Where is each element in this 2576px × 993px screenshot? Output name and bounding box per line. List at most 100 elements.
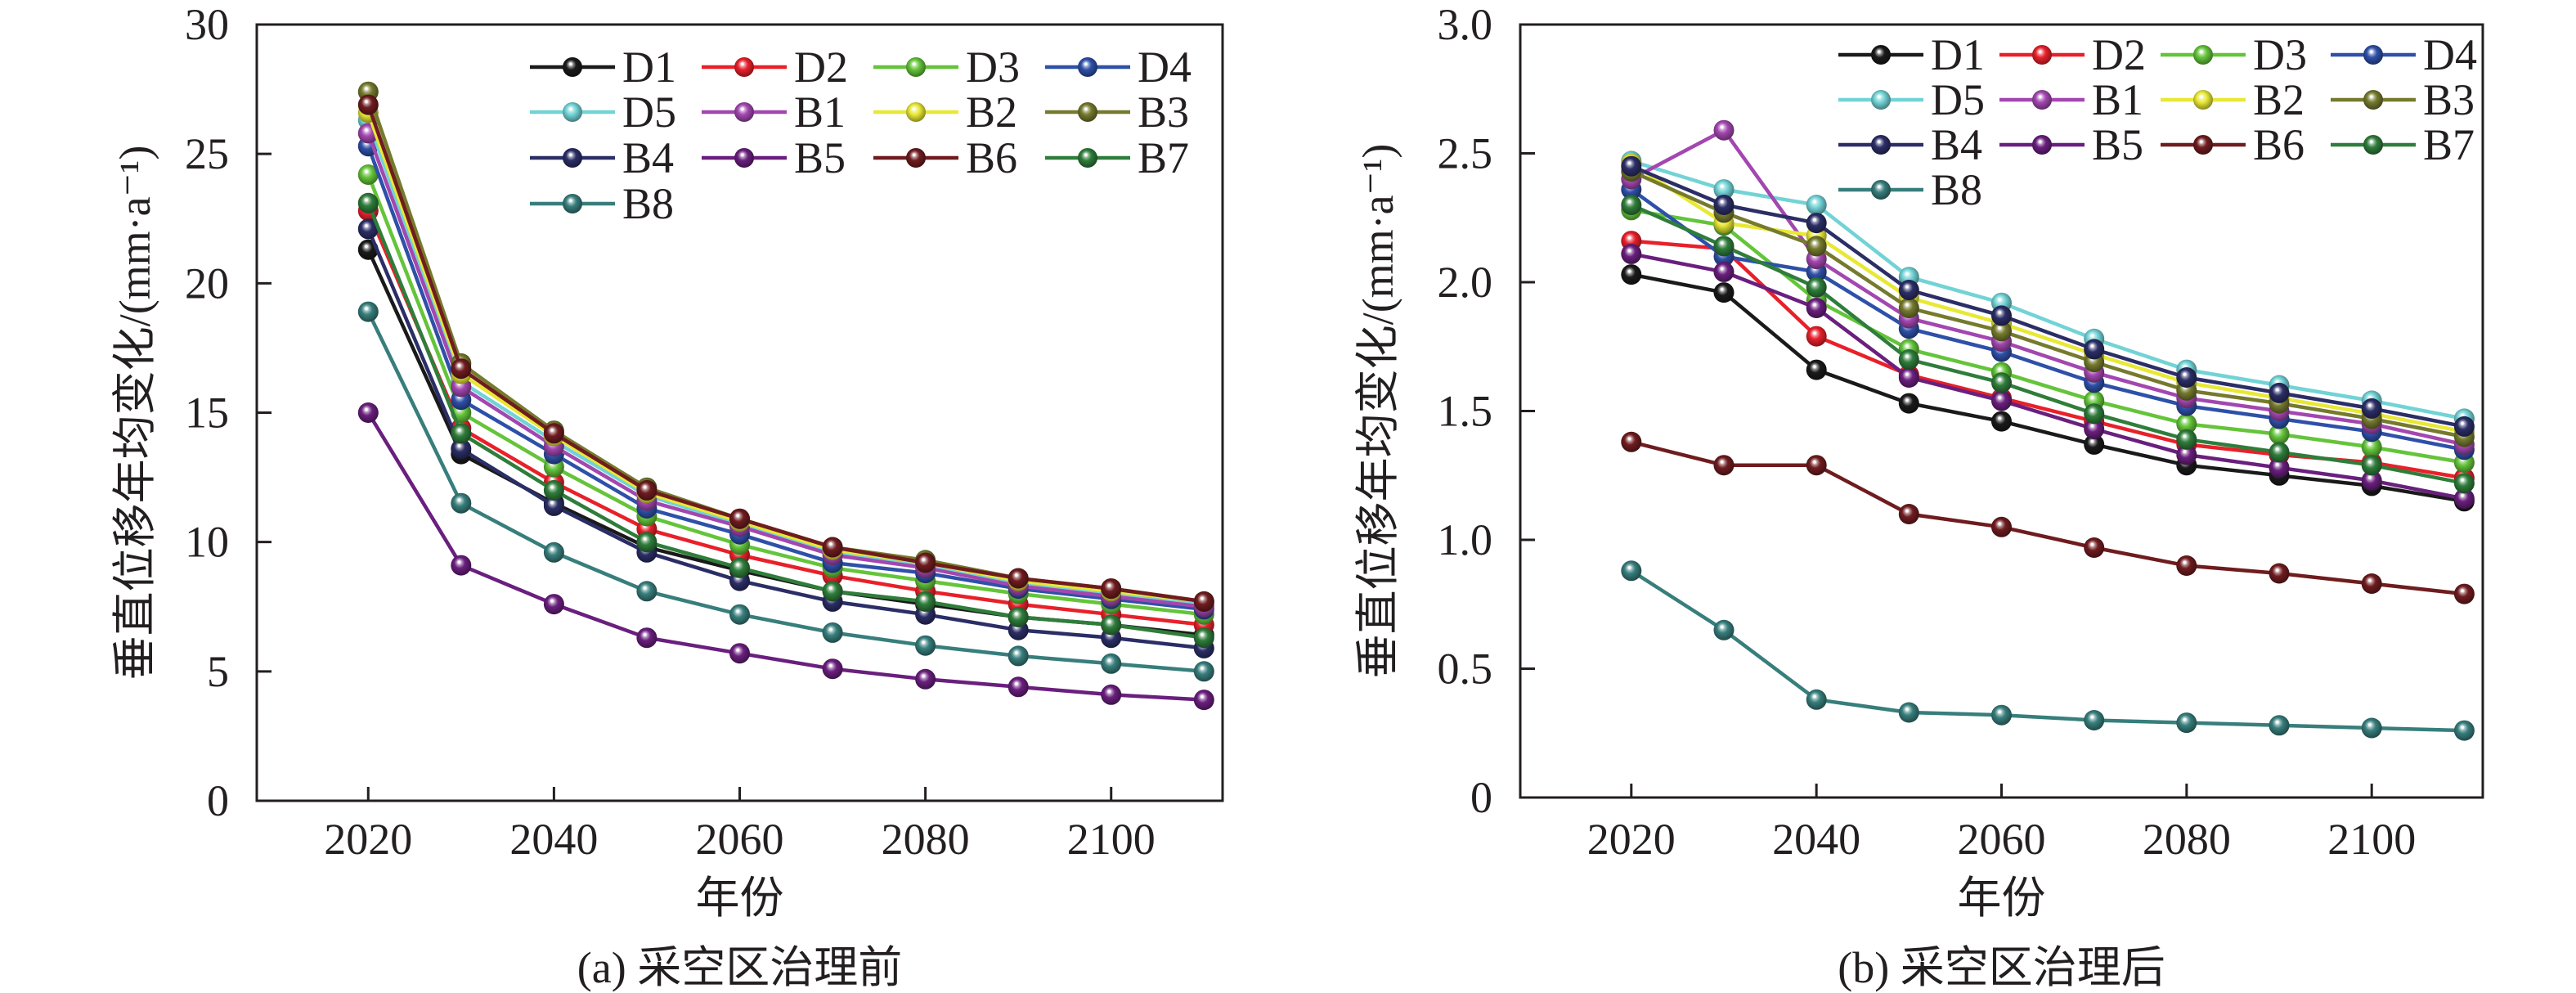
data-point [1008, 606, 1029, 627]
data-point [451, 438, 472, 460]
data-point [2361, 573, 2382, 594]
legend-marker-icon [734, 102, 754, 122]
data-point [2176, 555, 2197, 576]
series-b2 [357, 102, 1214, 612]
data-point [1621, 560, 1642, 582]
legend-marker-icon [2032, 135, 2052, 155]
data-point [357, 192, 379, 213]
data-point [1621, 243, 1642, 264]
data-point [1101, 684, 1122, 705]
data-point [2269, 563, 2290, 584]
x-tick-label: 2060 [1958, 815, 2046, 864]
data-point [1008, 568, 1029, 589]
legend-marker-icon [2032, 45, 2052, 65]
legend-label: B4 [622, 133, 674, 182]
legend-label: B8 [622, 179, 674, 228]
series-b8 [357, 301, 1214, 682]
data-point [2084, 403, 2105, 425]
data-point [1193, 690, 1214, 711]
legend-label: B5 [2092, 120, 2143, 169]
legend-item: D2 [702, 43, 848, 92]
legend-item: B4 [1838, 120, 1982, 169]
x-tick-label: 2040 [509, 815, 598, 864]
y-tick-label: 2.5 [1438, 129, 1493, 178]
series-b4 [1621, 155, 2475, 437]
data-point [1193, 627, 1214, 649]
data-point [1101, 653, 1122, 674]
y-tick-label: 15 [185, 389, 229, 438]
y-axis: 0 5 10 15 20 25 30 [185, 0, 272, 825]
legend-item: D4 [1045, 43, 1192, 92]
data-point [2269, 715, 2290, 736]
data-point [1713, 261, 1735, 282]
chart-caption: (a) 采空区治理前 [577, 943, 902, 992]
data-point [543, 479, 564, 501]
data-point [1806, 195, 1827, 215]
legend-label: B1 [2092, 75, 2143, 124]
series-b7 [1621, 195, 2475, 494]
series-line [1631, 159, 2465, 421]
legend-label: D5 [622, 88, 676, 137]
series-b6 [1621, 431, 2475, 604]
y-tick-label: 1.5 [1438, 387, 1493, 436]
data-point [357, 301, 379, 322]
data-point [2269, 382, 2290, 403]
y-tick-label: 0.5 [1438, 645, 1493, 694]
data-point [1898, 393, 1919, 414]
legend-label: D1 [622, 43, 676, 92]
legend-marker-icon [2193, 45, 2213, 65]
series-line [366, 173, 1205, 617]
y-axis: 0 0.5 1.0 1.5 2.0 2.5 3.0 [1438, 0, 1535, 822]
legend-marker-icon [734, 57, 754, 77]
data-point [1991, 704, 2012, 726]
legend-item: B1 [1999, 75, 2143, 124]
legend-marker-icon [1078, 57, 1097, 77]
legend-marker-icon [1871, 90, 1891, 110]
data-point [1008, 645, 1029, 667]
data-point [2361, 470, 2382, 491]
data-point [543, 495, 564, 516]
series-line [1631, 272, 2465, 504]
data-point [357, 402, 379, 423]
data-point [543, 541, 564, 563]
y-tick-label: 20 [185, 258, 229, 308]
series-b1 [357, 123, 1214, 618]
x-tick-label: 2060 [696, 815, 784, 864]
plot-area [1621, 119, 2475, 741]
legend: D1 D2 D3 D4 D5 B1 B2 B3 B4 B5 B6 B7 B8 [530, 43, 1192, 228]
legend-item: D3 [2161, 30, 2307, 79]
legend-marker-icon [1871, 135, 1891, 155]
legend-item: B2 [2161, 75, 2304, 124]
legend-marker-icon [906, 57, 926, 77]
data-point [1806, 326, 1827, 347]
data-point [357, 218, 379, 240]
legend-label: B3 [2423, 75, 2475, 124]
legend-label: B6 [966, 133, 1017, 182]
legend-marker-icon [2193, 90, 2213, 110]
data-point [2453, 416, 2475, 437]
series-line [1631, 208, 2465, 465]
legend-label: D2 [794, 43, 848, 92]
legend-label: D5 [1931, 75, 1985, 124]
data-point [2453, 720, 2475, 741]
legend-item: B8 [530, 179, 674, 228]
data-point [729, 643, 750, 664]
data-point [1806, 689, 1827, 710]
legend-marker-icon [563, 148, 582, 168]
legend-label: B1 [794, 88, 846, 137]
series-line [366, 104, 1205, 604]
legend-label: B2 [2253, 75, 2304, 124]
y-tick-label: 10 [185, 518, 229, 567]
series-line [1630, 187, 2465, 452]
legend-marker-icon [734, 148, 754, 168]
data-point [1713, 282, 1735, 303]
data-point [451, 492, 472, 514]
legend-marker-icon [563, 57, 582, 77]
legend-item: D4 [2331, 30, 2477, 79]
data-point [1621, 155, 1642, 177]
data-point [822, 622, 843, 643]
y-tick-label: 2.0 [1438, 258, 1493, 307]
data-point [915, 635, 936, 656]
data-point [729, 604, 750, 625]
